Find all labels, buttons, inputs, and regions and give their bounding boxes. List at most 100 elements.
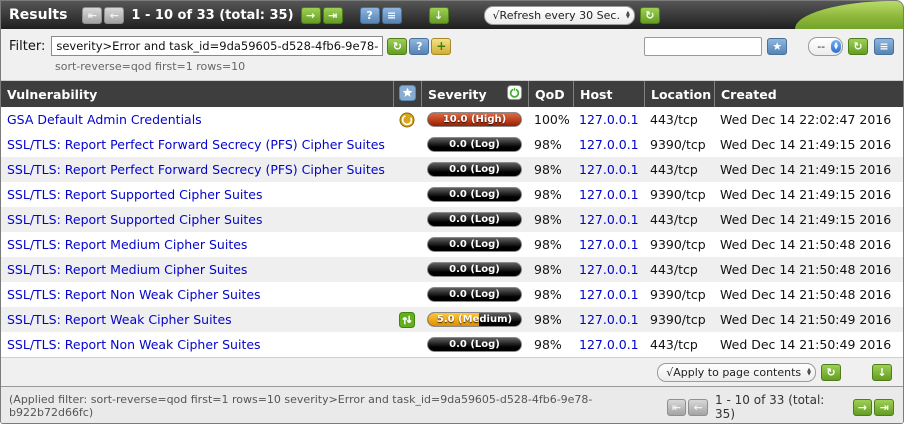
host-link[interactable]: 127.0.0.1	[579, 112, 639, 127]
host-link[interactable]: 127.0.0.1	[579, 262, 639, 277]
next-page-icon[interactable]: →	[852, 398, 873, 416]
location-value: 9390/tcp	[650, 187, 706, 202]
vulnerability-link[interactable]: GSA Default Admin Credentials	[7, 112, 202, 127]
host-link[interactable]: 127.0.0.1	[579, 212, 639, 227]
qod-value: 98%	[534, 162, 562, 177]
created-value: Wed Dec 14 21:49:15 2016	[720, 212, 892, 227]
column-severity[interactable]: Severity	[421, 81, 528, 107]
column-location[interactable]: Location	[644, 81, 714, 107]
created-value: Wed Dec 14 21:50:49 2016	[720, 337, 892, 352]
last-page-icon[interactable]: ⇥	[874, 398, 895, 416]
severity-bar: 0.0 (Log)	[427, 137, 522, 152]
column-solution-type[interactable]	[393, 81, 421, 107]
column-created[interactable]: Created	[714, 81, 903, 107]
vulnerability-link[interactable]: SSL/TLS: Report Non Weak Cipher Suites	[7, 337, 261, 352]
download-icon[interactable]: ↓	[872, 363, 892, 381]
update-filter-icon[interactable]: ↻	[387, 37, 408, 55]
qod-value: 98%	[534, 287, 562, 302]
select-stepper-icon: ▲ ▼	[831, 39, 841, 53]
qod-value: 98%	[534, 237, 562, 252]
created-value: Wed Dec 14 21:50:48 2016	[720, 237, 892, 252]
refresh-icon[interactable]: ↻	[639, 6, 660, 24]
filter-details-icon[interactable]: ≡	[874, 37, 894, 55]
location-value: 9390/tcp	[650, 312, 706, 327]
host-link[interactable]: 127.0.0.1	[579, 237, 639, 252]
column-host[interactable]: Host	[573, 81, 644, 107]
vulnerability-link[interactable]: SSL/TLS: Report Non Weak Cipher Suites	[7, 287, 261, 302]
severity-fill	[428, 338, 521, 351]
apply-row: √Apply to page contents ▲ ▼ ↻ ↓	[1, 357, 903, 386]
qod-value: 98%	[534, 337, 562, 352]
help-icon[interactable]: ?	[359, 6, 380, 24]
filter-label: Filter:	[9, 38, 46, 54]
refresh-interval-label: √Refresh every 30 Sec.	[492, 8, 620, 22]
column-qod[interactable]: QoD	[528, 81, 573, 107]
location-value: 443/tcp	[650, 337, 698, 352]
list-icon[interactable]: ≡	[381, 6, 402, 24]
column-severity-label: Severity	[428, 86, 487, 102]
host-link[interactable]: 127.0.0.1	[579, 337, 639, 352]
applied-filter-text: (Applied filter: sort-reverse=qod first=…	[9, 393, 593, 419]
apply-saved-filter-icon[interactable]: ↻	[848, 37, 868, 55]
apply-select[interactable]: √Apply to page contents ▲ ▼	[657, 362, 816, 382]
severity-bar: 0.0 (Log)	[427, 187, 522, 202]
vulnerability-link[interactable]: SSL/TLS: Report Supported Cipher Suites	[7, 212, 263, 227]
severity-label: 0.0 (Log)	[449, 239, 500, 250]
qod-value: 98%	[534, 312, 562, 327]
download-icon[interactable]: ↓	[428, 6, 449, 24]
table-header: Vulnerability Severity QoD Host Location…	[1, 81, 903, 107]
location-value: 443/tcp	[650, 162, 698, 177]
vulnerability-link[interactable]: SSL/TLS: Report Perfect Forward Secrecy …	[7, 162, 385, 177]
bottom-pagination: ⇤ ← 1 - 10 of 33 (total: 35) → ⇥	[666, 393, 895, 421]
next-page-icon[interactable]: →	[300, 6, 321, 24]
vulnerability-link[interactable]: SSL/TLS: Report Perfect Forward Secrecy …	[7, 137, 385, 152]
host-link[interactable]: 127.0.0.1	[579, 162, 639, 177]
new-filter-icon[interactable]: +	[431, 37, 452, 55]
severity-fill	[428, 288, 521, 301]
severity-label: 0.0 (Log)	[449, 139, 500, 150]
refresh-interval-select[interactable]: √Refresh every 30 Sec. ▲ ▼	[483, 5, 635, 25]
pagination-text: 1 - 10 of 33 (total: 35)	[131, 7, 294, 23]
vulnerability-link[interactable]: SSL/TLS: Report Medium Cipher Suites	[7, 262, 248, 277]
host-link[interactable]: 127.0.0.1	[579, 312, 639, 327]
qod-value: 98%	[534, 212, 562, 227]
saved-filter-input[interactable]	[644, 36, 763, 56]
solution-type-column-icon	[399, 84, 416, 104]
created-value: Wed Dec 14 22:02:47 2016	[720, 112, 892, 127]
filter-help-icon[interactable]: ?	[409, 37, 430, 55]
table-row: SSL/TLS: Report Perfect Forward Secrecy …	[1, 132, 903, 157]
severity-fill	[428, 188, 521, 201]
bottom-bar: (Applied filter: sort-reverse=qod first=…	[1, 386, 903, 423]
last-page-icon[interactable]: ⇥	[322, 6, 343, 24]
saved-filter-select[interactable]: -- ▲ ▼	[808, 36, 843, 56]
host-link[interactable]: 127.0.0.1	[579, 287, 639, 302]
table-row: SSL/TLS: Report Weak Cipher Suites 5.0 (…	[1, 307, 903, 332]
location-value: 443/tcp	[650, 262, 698, 277]
apply-refresh-icon[interactable]: ↻	[821, 363, 841, 381]
greenbone-corner-decoration	[795, 1, 903, 29]
table-row: GSA Default Admin Credentials 10.0 (High…	[1, 107, 903, 132]
host-link[interactable]: 127.0.0.1	[579, 187, 639, 202]
overrides-toggle-icon[interactable]	[507, 85, 522, 103]
severity-bar: 0.0 (Log)	[427, 262, 522, 277]
first-page-icon[interactable]: ⇤	[666, 398, 687, 416]
filter-input[interactable]	[51, 36, 384, 56]
previous-page-icon[interactable]: ←	[104, 6, 125, 24]
created-value: Wed Dec 14 21:49:15 2016	[720, 137, 892, 152]
select-stepper-icon: ▲ ▼	[807, 366, 811, 377]
vulnerability-link[interactable]: SSL/TLS: Report Supported Cipher Suites	[7, 187, 263, 202]
vulnerability-link[interactable]: SSL/TLS: Report Medium Cipher Suites	[7, 237, 248, 252]
vulnerability-link[interactable]: SSL/TLS: Report Weak Cipher Suites	[7, 312, 232, 327]
qod-value: 100%	[534, 112, 570, 127]
host-link[interactable]: 127.0.0.1	[579, 137, 639, 152]
created-value: Wed Dec 14 21:49:15 2016	[720, 162, 892, 177]
bookmark-filter-icon[interactable]: ★	[767, 37, 788, 55]
created-value: Wed Dec 14 21:50:48 2016	[720, 287, 892, 302]
qod-value: 98%	[534, 262, 562, 277]
severity-fill	[428, 313, 480, 326]
column-vulnerability[interactable]: Vulnerability	[7, 86, 98, 102]
page-title: Results	[9, 7, 68, 23]
previous-page-icon[interactable]: ←	[688, 398, 709, 416]
first-page-icon[interactable]: ⇤	[82, 6, 103, 24]
